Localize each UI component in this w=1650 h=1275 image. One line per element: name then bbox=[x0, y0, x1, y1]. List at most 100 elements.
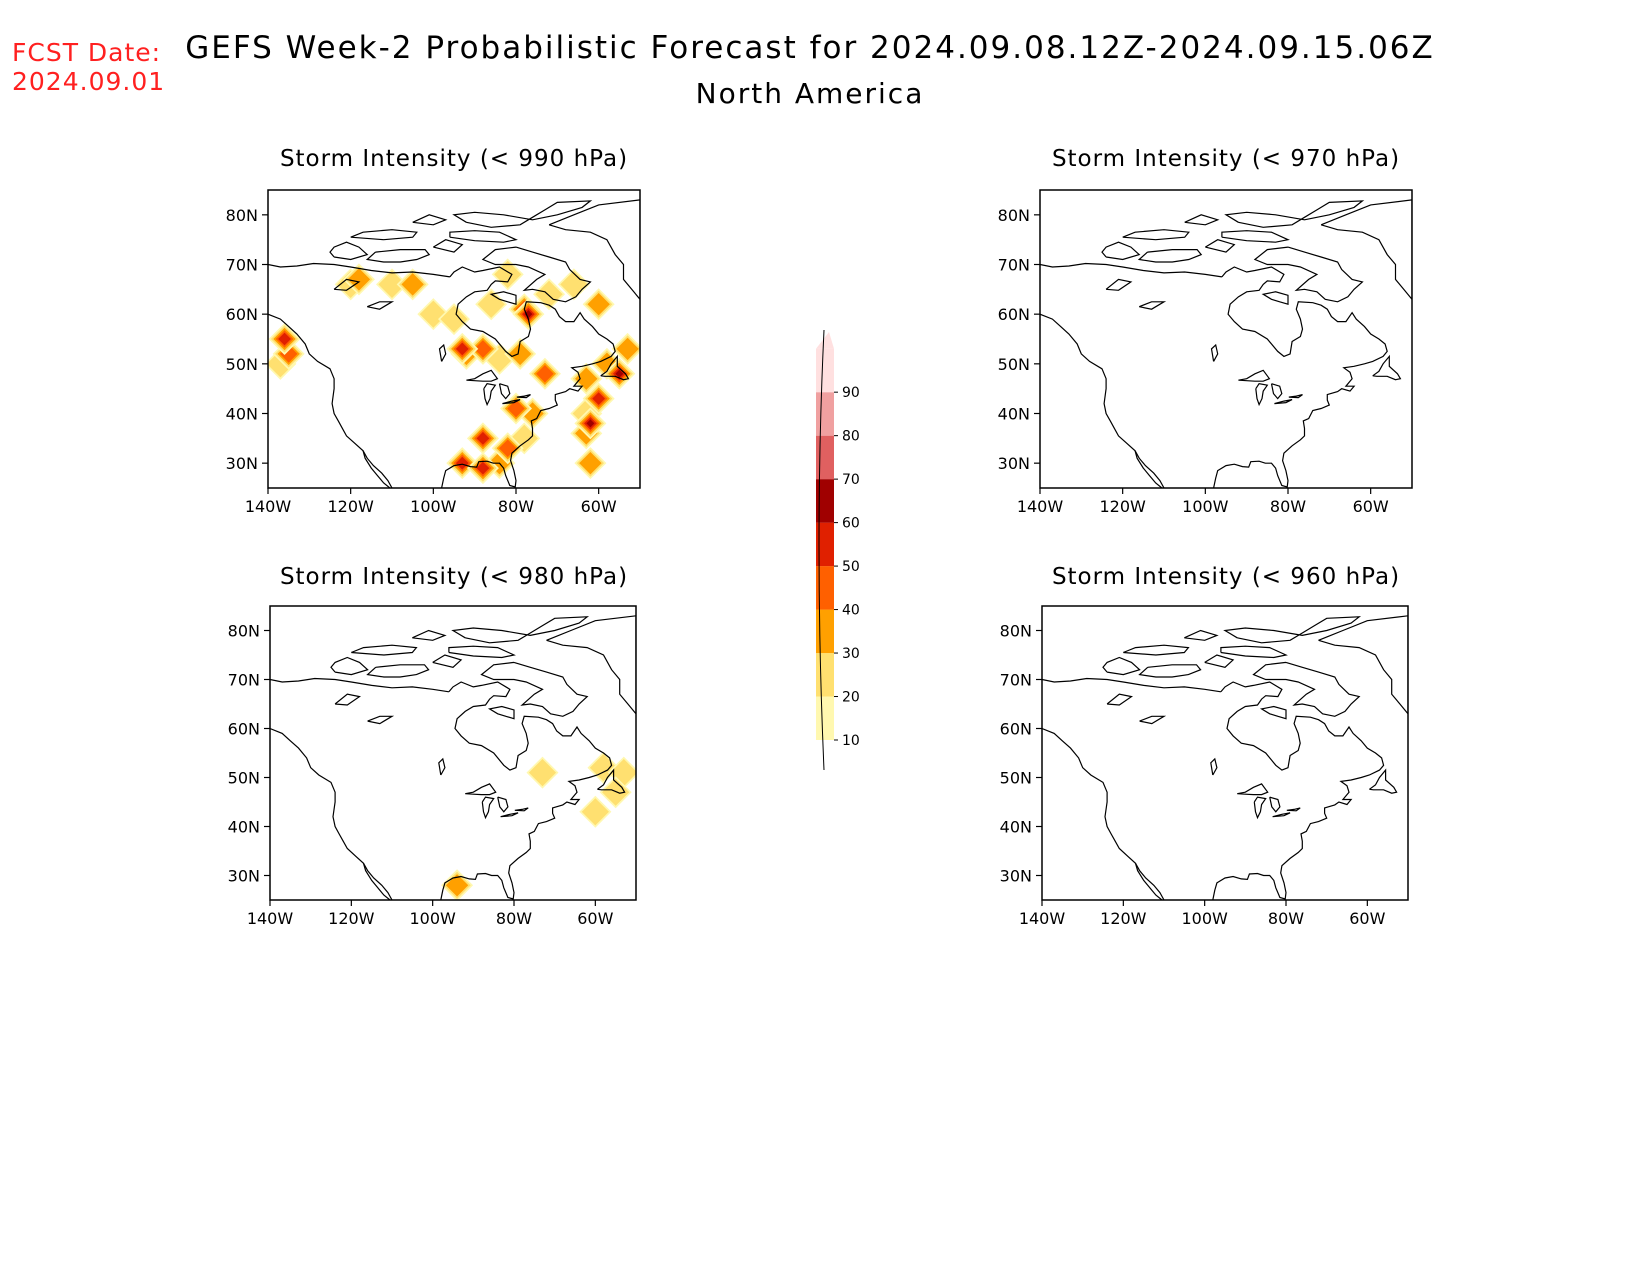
coastline bbox=[1238, 369, 1271, 382]
colorbar-segment bbox=[816, 609, 834, 654]
lon-tick-label: 140W bbox=[247, 909, 294, 928]
probability-cell bbox=[476, 461, 490, 475]
coastline bbox=[1210, 757, 1218, 776]
coastline bbox=[1286, 807, 1301, 812]
lon-tick-label: 60W bbox=[577, 909, 613, 928]
probability-cell bbox=[581, 798, 609, 826]
colorbar-label: 20 bbox=[842, 690, 860, 706]
coastline bbox=[330, 656, 369, 676]
coastline bbox=[1042, 727, 1165, 900]
coastline bbox=[270, 677, 449, 693]
lon-tick-label: 140W bbox=[245, 497, 292, 516]
coastline bbox=[481, 246, 592, 303]
forecast-date-value: 2024.09.01 bbox=[12, 67, 166, 96]
map-panel-p960: Storm Intensity (< 960 hPa) 140W 120W 100W 8… bbox=[1000, 564, 1409, 928]
lon-tick-label: 80W bbox=[1270, 497, 1306, 516]
lat-tick-label: 30N bbox=[226, 454, 258, 473]
lat-tick-label: 80N bbox=[1000, 622, 1032, 641]
colorbar-segment bbox=[816, 392, 834, 436]
colorbar-segment bbox=[816, 696, 834, 740]
colorbar-outline bbox=[818, 329, 825, 771]
colorbar-label: 30 bbox=[842, 646, 860, 662]
coastline bbox=[432, 654, 463, 668]
coastline bbox=[1134, 863, 1163, 900]
coastline bbox=[481, 796, 495, 820]
coastline bbox=[1252, 661, 1361, 717]
probability-cell bbox=[610, 759, 636, 787]
coastline bbox=[1288, 394, 1303, 399]
lat-tick-label: 80N bbox=[998, 206, 1030, 225]
colorbar-segment bbox=[816, 435, 834, 480]
probability-cell bbox=[507, 399, 525, 418]
coastline bbox=[1102, 656, 1141, 676]
forecast-date-label: FCST Date: bbox=[12, 38, 162, 67]
coastline bbox=[1184, 214, 1220, 226]
forecast-date-block: FCST Date: 2024.09.01 bbox=[12, 38, 165, 96]
colorbar-label: 40 bbox=[842, 603, 860, 619]
coastline bbox=[1372, 354, 1402, 381]
coastline bbox=[597, 768, 626, 794]
coastline bbox=[270, 727, 393, 900]
probability-cell bbox=[587, 293, 610, 316]
coastline bbox=[1369, 768, 1398, 794]
coastline bbox=[1270, 383, 1283, 400]
coastline bbox=[1139, 715, 1167, 725]
lat-tick-label: 60N bbox=[226, 305, 258, 324]
lon-tick-label: 100W bbox=[1182, 497, 1229, 516]
probability-cell bbox=[485, 345, 514, 373]
colorbar-segment bbox=[816, 348, 834, 393]
map-panel-p980: Storm Intensity (< 980 hPa) 140W 120W 100W 8… bbox=[228, 564, 637, 928]
probability-cell bbox=[401, 273, 424, 296]
coastline bbox=[441, 266, 616, 488]
lat-tick-label: 60N bbox=[998, 305, 1030, 324]
coastline bbox=[1210, 343, 1219, 362]
lon-tick-label: 140W bbox=[1019, 909, 1066, 928]
lat-tick-label: 60N bbox=[1000, 720, 1032, 739]
coastline bbox=[268, 262, 450, 278]
colorbar-segment bbox=[816, 653, 834, 697]
probability-cell bbox=[575, 367, 598, 390]
colorbar-segment bbox=[816, 479, 834, 523]
coastline bbox=[412, 214, 448, 226]
lon-tick-label: 100W bbox=[409, 909, 456, 928]
map-frame bbox=[269, 605, 637, 901]
lat-tick-label: 70N bbox=[228, 671, 260, 690]
panel-title: Storm Intensity (< 960 hPa) bbox=[1052, 564, 1400, 590]
probability-cell bbox=[616, 337, 639, 361]
lon-tick-label: 100W bbox=[1181, 909, 1228, 928]
lat-tick-label: 80N bbox=[228, 622, 260, 641]
colorbar-label: 50 bbox=[842, 559, 860, 575]
lat-tick-label: 70N bbox=[226, 256, 258, 275]
colorbar-label: 90 bbox=[842, 385, 860, 401]
lat-tick-label: 30N bbox=[1000, 867, 1032, 886]
coastline bbox=[516, 394, 531, 399]
coastline bbox=[1318, 615, 1408, 715]
coastline bbox=[452, 200, 593, 228]
coastline bbox=[466, 369, 499, 382]
map-frame bbox=[267, 189, 641, 489]
coastline bbox=[489, 291, 517, 305]
probability-cell bbox=[508, 342, 532, 366]
coastline bbox=[480, 661, 589, 717]
lat-tick-label: 30N bbox=[998, 454, 1030, 473]
coastline bbox=[497, 796, 509, 813]
lat-tick-label: 80N bbox=[226, 206, 258, 225]
coastline bbox=[1204, 239, 1236, 253]
lon-tick-label: 80W bbox=[496, 909, 532, 928]
probability-cell bbox=[268, 350, 294, 378]
lon-tick-label: 80W bbox=[498, 497, 534, 516]
coastline bbox=[1253, 246, 1364, 303]
coastline bbox=[1237, 783, 1269, 796]
probability-cell bbox=[455, 342, 469, 356]
lon-tick-label: 120W bbox=[1100, 909, 1147, 928]
coastline bbox=[362, 450, 391, 488]
map-panel-p970: Storm Intensity (< 970 hPa) 140W 120W 100W 8… bbox=[998, 146, 1413, 516]
coastline bbox=[1274, 399, 1293, 405]
coastline bbox=[412, 629, 447, 641]
lat-tick-label: 50N bbox=[226, 355, 258, 374]
coastline bbox=[1184, 629, 1219, 641]
lon-tick-label: 120W bbox=[1099, 497, 1146, 516]
colorbar-label: 80 bbox=[842, 429, 860, 445]
coastline bbox=[1042, 677, 1221, 693]
colorbar-top-cap bbox=[816, 332, 834, 349]
